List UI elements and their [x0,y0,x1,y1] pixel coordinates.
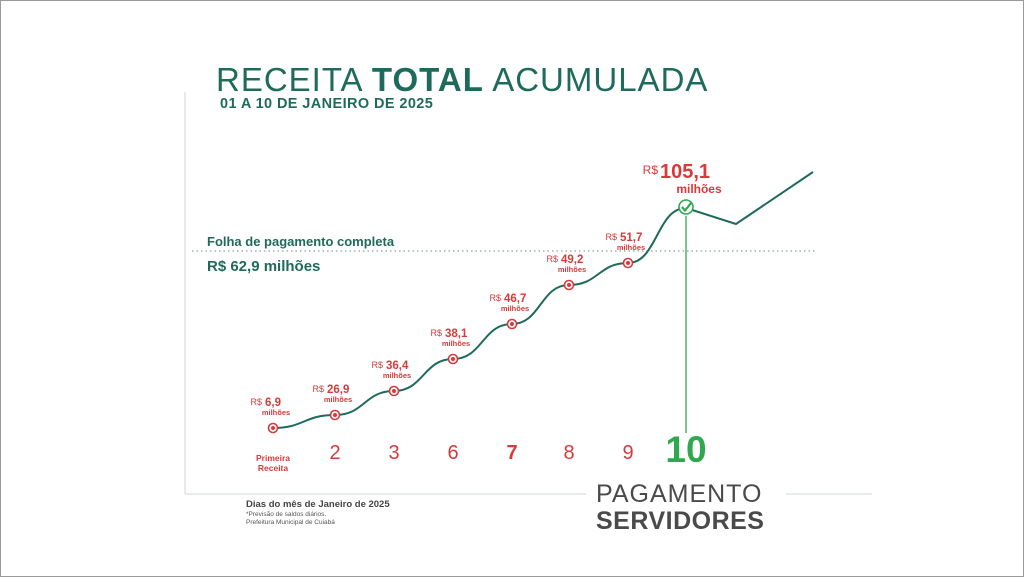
source-credit: Prefeitura Municipal de Cuiabá [246,519,335,526]
data-label: 49,2 [561,254,583,266]
callout-line2: SERVIDORES [596,507,765,535]
category-label: 6 [447,442,458,464]
data-point-center [392,389,396,393]
data-label: 51,7 [620,232,642,244]
highlight-point [678,199,694,215]
data-label-unit: milhões [383,371,411,380]
data-label-unit: milhões [442,339,470,348]
category-label: 9 [622,442,633,464]
data-label-unit: milhões [617,243,645,252]
check-icon [681,202,692,213]
data-label: 105,1 [660,161,710,183]
data-label-unit: milhões [676,182,722,196]
currency-prefix: R$ [371,360,383,370]
chart-title: RECEITA TOTAL ACUMULADA [216,61,709,98]
callout-line1: PAGAMENTO [596,480,763,508]
category-label-highlight: 10 [665,429,706,470]
currency-prefix: R$ [430,328,442,338]
data-point-center [451,357,455,361]
category-label: 2 [329,442,340,464]
data-point-center [567,283,571,287]
series-line [272,171,814,429]
payroll-reference-label: Folha de pagamento completa [207,234,395,249]
currency-prefix: R$ [312,384,324,394]
category-label: 8 [563,442,574,464]
currency-prefix: R$ [546,254,558,264]
currency-prefix: R$ [605,232,617,242]
data-point-center [333,413,337,417]
data-point-center [626,261,630,265]
data-label-unit: milhões [262,408,290,417]
payroll-reference-value: R$ 62,9 milhões [207,258,321,275]
data-label-unit: milhões [558,265,586,274]
category-label: Receita [258,463,289,473]
data-point-center [510,322,514,326]
data-label: 38,1 [445,328,468,340]
data-label: 36,4 [386,360,409,372]
data-label: 6,9 [265,397,281,409]
data-point-center [271,426,275,430]
chart-subtitle: 01 A 10 DE JANEIRO DE 2025 [220,96,434,112]
data-label-unit: milhões [324,395,352,404]
data-label: 26,9 [327,384,349,396]
footnote: *Previsão de saldos diários. [246,511,327,518]
currency-prefix: R$ [489,293,501,303]
data-label: 46,7 [504,293,526,305]
category-label: Primeira [256,453,290,463]
category-label: 3 [388,442,399,464]
currency-prefix: R$ [250,397,262,407]
data-label-unit: milhões [501,304,529,313]
category-label: 7 [506,442,517,464]
x-axis-caption: Dias do mês de Janeiro de 2025 [246,499,390,510]
currency-prefix: R$ [643,163,659,177]
